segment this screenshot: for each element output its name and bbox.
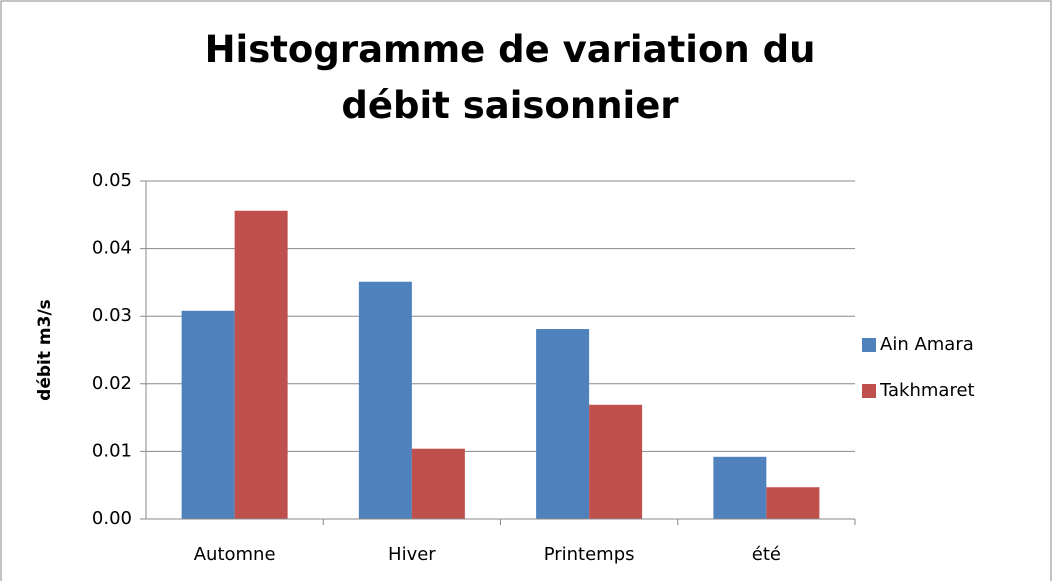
bar — [766, 487, 820, 519]
bar — [411, 448, 465, 519]
bar — [234, 210, 288, 519]
chart-title: Histogramme de variation du débit saison… — [204, 28, 816, 127]
bar — [181, 310, 235, 519]
legend-label: Takhmaret — [879, 380, 975, 401]
x-tick-label: Automne — [194, 544, 276, 565]
bar — [589, 404, 643, 519]
y-tick-label: 0.00 — [92, 508, 132, 529]
y-tick-label: 0.02 — [92, 373, 132, 394]
legend-label: Ain Amara — [880, 334, 974, 355]
y-tick-label: 0.03 — [92, 305, 132, 326]
y-tick-label: 0.01 — [92, 440, 132, 461]
y-tick-label: 0.04 — [92, 238, 132, 259]
bar — [358, 281, 412, 519]
x-tick-label: Printemps — [544, 544, 635, 565]
legend-swatch — [862, 384, 876, 398]
bar — [713, 456, 767, 519]
y-tick-label: 0.05 — [92, 170, 132, 191]
y-axis-label: débit m3/s — [35, 299, 55, 401]
x-tick-label: été — [752, 544, 781, 565]
x-tick-label: Hiver — [388, 544, 436, 565]
legend-swatch — [862, 338, 876, 352]
bar — [536, 329, 590, 519]
